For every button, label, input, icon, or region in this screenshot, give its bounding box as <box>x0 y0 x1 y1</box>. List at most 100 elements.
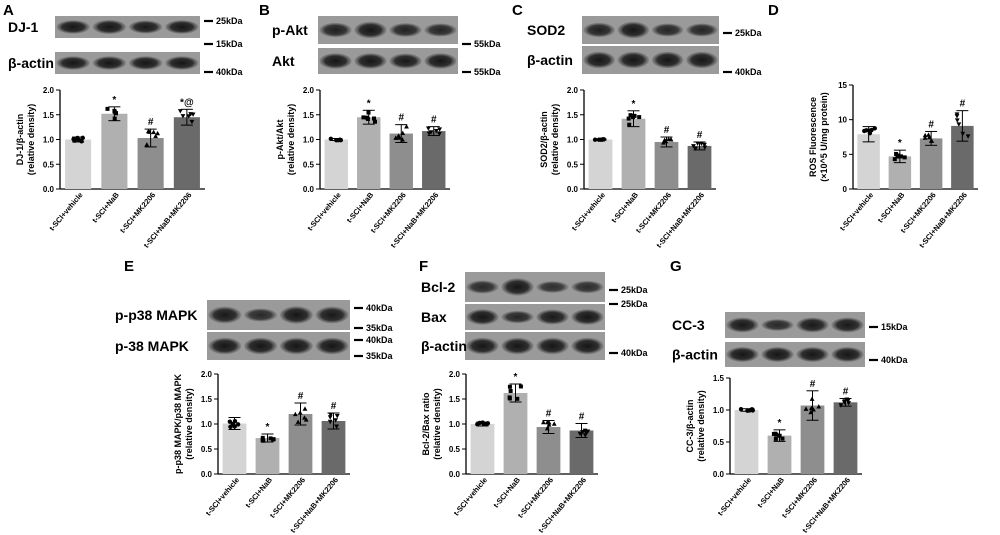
data-point <box>896 153 901 158</box>
blot-label: Bcl-2 <box>421 279 455 295</box>
blot-label: SOD2 <box>527 22 565 38</box>
blot-band <box>208 337 242 355</box>
blot-band <box>761 347 794 362</box>
data-point <box>364 115 369 120</box>
y-tick-label: 2.0 <box>449 370 461 379</box>
data-point <box>663 138 669 144</box>
blot-band <box>279 337 313 355</box>
y-tick-label: 1.5 <box>303 111 315 120</box>
blot-band <box>319 22 352 38</box>
blot-band <box>424 23 457 37</box>
y-tick-label: 15 <box>838 81 847 90</box>
data-point <box>508 389 513 394</box>
panel-letter: F <box>419 258 428 275</box>
data-point <box>396 135 402 140</box>
blot-band <box>686 51 718 69</box>
data-point <box>838 403 844 408</box>
data-point <box>960 131 966 137</box>
data-point <box>295 419 301 424</box>
y-axis-label: CC-3/β-actin(relative density) <box>685 390 706 462</box>
y-axis-label-line: (×10^5 U/mg protein) <box>819 92 829 182</box>
kda-marker-label: 55kDa <box>474 67 502 77</box>
data-point <box>400 137 405 142</box>
data-point <box>261 438 266 443</box>
blot-strip <box>207 332 350 360</box>
y-tick-label: 0.0 <box>303 185 315 194</box>
blot-strip <box>725 342 865 367</box>
data-point <box>844 397 850 402</box>
data-point <box>177 109 183 114</box>
x-tick-label: t-SCI+vehicle <box>716 476 753 518</box>
y-axis-label-line: (relative density) <box>26 104 36 176</box>
blot-band <box>583 22 615 38</box>
significance-mark: # <box>960 99 966 110</box>
data-point <box>738 406 744 412</box>
data-point <box>72 138 78 143</box>
kda-marker-label: 25kDa <box>216 16 244 26</box>
x-tick-label: t-SCI+NaB <box>90 190 121 224</box>
data-point <box>366 110 371 115</box>
x-tick-label: t-SCI+vehicle <box>452 476 489 518</box>
data-point <box>483 421 488 427</box>
blot-band <box>831 347 864 362</box>
data-point <box>702 142 707 148</box>
blot-band <box>354 21 387 39</box>
bar <box>470 424 495 474</box>
y-tick-label: 1.0 <box>43 136 55 145</box>
blot-band <box>796 317 829 333</box>
data-point <box>892 157 897 162</box>
blot-band <box>831 317 864 333</box>
blot-band <box>651 23 684 37</box>
blot-band <box>128 20 163 34</box>
x-tick-label: t-SCI+vehicle <box>838 191 875 233</box>
data-point <box>333 418 339 423</box>
bar <box>536 427 561 474</box>
kda-marker-label: 25kDa <box>621 285 649 295</box>
significance-mark: * <box>778 418 782 429</box>
significance-mark: # <box>579 412 585 423</box>
bar <box>919 138 943 189</box>
bar <box>389 133 413 189</box>
bar <box>222 423 247 474</box>
data-point <box>699 141 704 147</box>
significance-mark: # <box>843 386 849 397</box>
data-point <box>334 414 340 419</box>
bar <box>324 139 348 189</box>
kda-marker-label: 15kDa <box>216 39 244 49</box>
y-axis-label-line: p-p38 MAPK/p38 MAPK <box>173 373 183 474</box>
significance-mark: # <box>664 125 670 136</box>
data-point <box>404 124 409 129</box>
bar <box>734 410 759 474</box>
bar <box>65 139 92 189</box>
data-point <box>965 134 971 139</box>
data-point <box>515 396 520 401</box>
data-point <box>926 134 932 140</box>
blot-strip <box>318 16 458 44</box>
bar <box>767 435 792 474</box>
significance-mark: * <box>632 99 636 110</box>
y-tick-label: 1.0 <box>303 136 315 145</box>
data-point <box>155 130 161 136</box>
y-tick-label: 1.5 <box>713 374 725 383</box>
bar <box>800 405 825 474</box>
data-point <box>899 154 904 159</box>
blot-band <box>56 56 90 70</box>
data-point <box>426 131 432 136</box>
data-point <box>328 412 334 418</box>
data-point <box>668 136 674 142</box>
kda-marker-label: 40kDa <box>216 67 244 77</box>
data-point <box>507 384 512 389</box>
y-axis-label-line: Bcl-2/Bax ratio <box>421 392 431 456</box>
data-point <box>361 115 366 120</box>
data-point <box>153 133 159 139</box>
blot-band <box>165 20 199 34</box>
blot-band <box>92 19 127 35</box>
bar <box>857 134 880 189</box>
data-point <box>599 137 605 142</box>
data-point <box>186 114 192 119</box>
panel-F: F Bcl-2 25kDa Bax 25kDa β-actin 40kDa 0.0 0.5 1.0… <box>419 258 649 535</box>
data-point <box>583 430 589 435</box>
data-point <box>954 118 960 123</box>
blot-band <box>208 306 242 324</box>
